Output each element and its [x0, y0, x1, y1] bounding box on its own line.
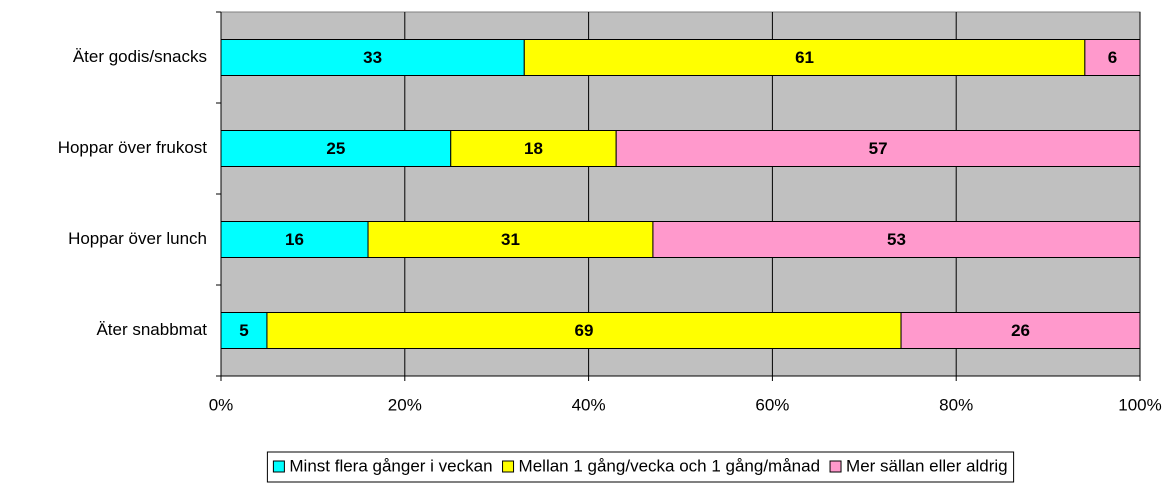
bar-segment: [615, 130, 1141, 167]
data-label: 16: [285, 230, 304, 249]
data-label: 25: [326, 139, 345, 158]
x-tick-label: 80%: [939, 395, 973, 414]
data-label: 5: [239, 321, 248, 340]
x-tick-label: 0%: [209, 395, 234, 414]
bar-segment: [220, 312, 268, 349]
legend-label: Mellan 1 gång/vecka och 1 gång/månad: [519, 456, 820, 475]
bar-segment: [220, 221, 369, 258]
bar-segment: [220, 130, 452, 167]
bar-segment: [367, 221, 654, 258]
legend-label: Mer sällan eller aldrig: [846, 456, 1008, 475]
x-tick-label: 40%: [572, 395, 606, 414]
bar-segment: [1084, 39, 1141, 76]
x-tick-label: 60%: [755, 395, 789, 414]
data-label: 61: [795, 48, 814, 67]
bar-segment: [900, 312, 1141, 349]
data-label: 69: [575, 321, 594, 340]
y-tick-label: Äter godis/snacks: [73, 47, 207, 66]
data-label: 53: [887, 230, 906, 249]
bar-segment: [652, 221, 1141, 258]
legend-swatch: [829, 460, 842, 473]
legend-label: Minst flera gånger i veckan: [289, 456, 492, 475]
legend-swatch: [272, 460, 285, 473]
bar-segment: [220, 39, 525, 76]
data-label: 18: [524, 139, 543, 158]
bar-segment: [450, 130, 617, 167]
bar-segment: [523, 39, 1086, 76]
data-label: 6: [1108, 48, 1117, 67]
data-label: 57: [869, 139, 888, 158]
data-label: 33: [363, 48, 382, 67]
y-tick-label: Hoppar över lunch: [68, 229, 207, 248]
y-tick-label: Äter snabbmat: [96, 320, 207, 339]
x-tick-label: 100%: [1118, 395, 1161, 414]
legend-swatch: [502, 460, 515, 473]
y-tick-label: Hoppar över frukost: [58, 138, 208, 157]
data-label: 31: [501, 230, 520, 249]
data-label: 26: [1011, 321, 1030, 340]
x-tick-label: 20%: [388, 395, 422, 414]
legend: [266, 451, 1015, 483]
